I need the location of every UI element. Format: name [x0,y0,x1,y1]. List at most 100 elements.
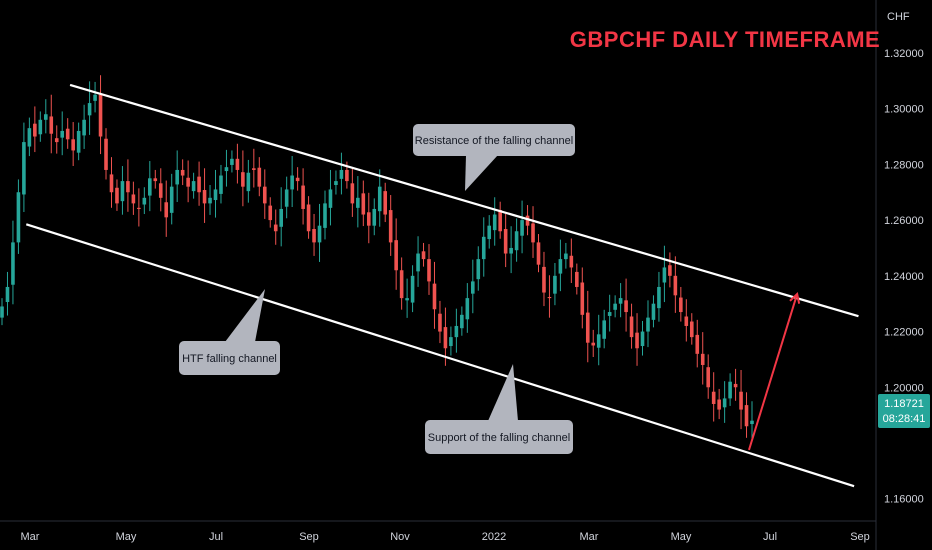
candle-body [739,391,743,410]
callout-box [179,341,280,375]
candle-body [22,142,26,195]
candle-body [476,259,481,280]
candle-body [104,138,108,170]
candle-body [711,391,716,404]
candle-body [465,298,470,320]
candle-body [695,334,700,354]
candle-body [651,303,656,320]
candle-body [317,225,322,243]
y-tick-label: 1.28000 [884,159,924,171]
candle-body [49,116,54,134]
candle-body [624,300,628,313]
projection-arrow-head [789,291,801,304]
candle-body [366,212,371,226]
channel-support-line [25,223,855,488]
candle-body [750,420,754,425]
candle-body [657,286,661,309]
candle-body [635,332,639,349]
candle-body [377,186,382,212]
projection-arrow-line [748,293,799,451]
candle-body [345,169,349,182]
candle-body [158,183,163,198]
candle-body [301,185,305,209]
candle-body [328,189,333,208]
candle-body [728,381,732,399]
candle-body [43,114,48,120]
candle-body [388,210,393,243]
channel-group [25,83,859,488]
candle-body [273,224,278,232]
candle-body [405,298,409,301]
candle-body [399,270,404,299]
candle-body [11,242,15,285]
x-tick-label: Jul [209,531,223,543]
candle-body [700,353,705,365]
candle-body [213,189,218,201]
candle-body [673,275,678,296]
candle-body [427,259,431,282]
candle-body [602,320,606,339]
candle-body [585,312,590,343]
candle-body [142,197,147,205]
candle-body [547,296,552,299]
callout-htf-channel: HTF falling channel [179,289,280,375]
candle-body [33,123,37,137]
candle-body [744,405,749,427]
candle-body [54,138,59,143]
candle-body [564,253,568,260]
callout-support: Support of the falling channel [425,364,573,454]
candle-body [284,189,289,207]
candle-body [268,205,273,221]
candle-body [252,168,256,170]
candle-body [180,169,185,176]
candle-body [629,316,634,338]
y-tick-labels: 1.32000 1.30000 1.28000 1.26000 1.24000 1.220… [884,48,924,506]
candle-body [607,312,612,316]
candle-body [679,297,683,313]
candle-body [487,225,492,240]
candle-body [65,128,70,140]
candle-body [646,317,650,332]
candle-body [432,283,437,310]
candle-body [38,119,43,135]
x-tick-label: May [116,531,137,543]
candle-body [186,177,190,187]
candle-body [306,204,311,232]
callout-text: Resistance of the falling channel [415,135,573,147]
candle-body [230,158,234,165]
candle-body [668,265,672,276]
candle-body [591,342,596,346]
x-tick-label: May [671,531,692,543]
current-price-box: 1.18721 08:28:41 [878,394,930,428]
candle-body [383,191,388,215]
candle-body [153,178,158,182]
callout-text: HTF falling channel [182,353,277,365]
candle-body [443,327,448,349]
candle-body [197,176,201,193]
candle-body [722,398,727,408]
candle-body [525,215,530,226]
candle-body [689,321,694,338]
callout-box [413,124,575,156]
x-tick-labels: Mar May Jul Sep Nov 2022 Mar May Jul Sep [21,531,870,543]
candle-body [509,247,513,254]
candle-body [618,298,623,304]
candle-body [76,130,81,153]
candle-body [350,183,355,204]
candle-body [684,316,689,326]
candle-body [503,229,508,254]
candle-body [460,314,464,329]
x-tick-label: Jul [763,531,777,543]
candle-body [410,275,415,303]
candle-body [87,103,92,116]
y-tick-label: 1.32000 [884,48,924,60]
countdown-value: 08:28:41 [883,413,926,425]
callout-text: Support of the falling channel [428,432,571,444]
candle-body [520,220,524,236]
candle-body [449,337,453,347]
candle-body [98,94,103,137]
candle-body [580,282,585,315]
